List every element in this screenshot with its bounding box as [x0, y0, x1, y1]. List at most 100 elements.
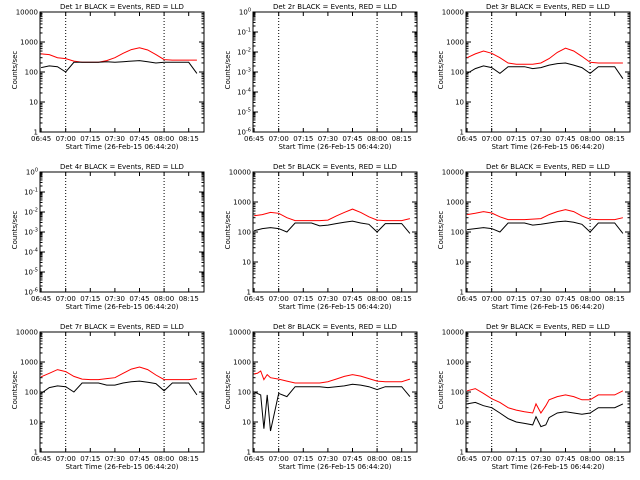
panel-plot: 06:45 07:00 07:15 07:30 07:45 08:00 08:15 1 10 10…: [229, 169, 418, 303]
x-tick-label: 07:30: [531, 455, 551, 463]
x-axis-label: Start Time (26-Feb-15 06:44:20): [491, 303, 605, 311]
y-tick-label: 10000: [16, 329, 38, 337]
panel-title: Det 5r BLACK = Events, RED = LLD: [273, 163, 397, 171]
series-lld-line: [41, 47, 197, 63]
x-tick-label: 06:45: [457, 135, 477, 143]
x-tick-label: 08:15: [179, 455, 199, 463]
x-tick-label: 06:45: [244, 295, 264, 303]
y-tick-label: 10000: [442, 329, 464, 337]
y-tick-label: 1000: [446, 39, 464, 47]
x-tick-label: 07:15: [293, 295, 313, 303]
detector-panel-4: Det 4r BLACK = Events, RED = LLD Start Ti…: [0, 160, 213, 320]
plot-frame: [252, 331, 418, 453]
y-tick-label: 1000: [233, 359, 251, 367]
panel-plot: 06:45 07:00 07:15 07:30 07:45 08:00 08:15 1 10 10…: [442, 169, 631, 303]
panel-title: Det 2r BLACK = Events, RED = LLD: [273, 3, 397, 11]
x-tick-label: 07:30: [105, 135, 125, 143]
detector-panel-9: Det 9r BLACK = Events, RED = LLD Start Ti…: [426, 320, 639, 480]
y-tick-label: 100: [238, 229, 251, 237]
y-tick-label: 1: [247, 449, 251, 457]
x-tick-label: 07:45: [555, 295, 575, 303]
y-tick-label: 1: [460, 449, 464, 457]
y-tick-label: 10-2: [237, 48, 251, 57]
x-tick-label: 08:00: [367, 135, 387, 143]
x-axis-label: Start Time (26-Feb-15 06:44:20): [278, 303, 392, 311]
series-lld-line: [466, 388, 624, 414]
x-tick-label: 07:00: [56, 455, 76, 463]
x-tick-label: 06:45: [31, 135, 51, 143]
panel-title: Det 7r BLACK = Events, RED = LLD: [60, 323, 184, 331]
y-tick-label: 100: [451, 389, 464, 397]
x-tick-label: 08:15: [605, 455, 625, 463]
panel-plot: 06:45 07:00 07:15 07:30 07:45 08:00 08:15 10-6 1…: [237, 8, 418, 143]
series-events-line: [466, 62, 624, 79]
y-tick-label: 100: [25, 389, 38, 397]
y-tick-label: 100: [26, 168, 38, 177]
y-tick-label: 10-3: [237, 68, 251, 77]
x-tick-label: 07:45: [555, 135, 575, 143]
x-tick-label: 07:30: [105, 455, 125, 463]
x-tick-label: 08:15: [392, 455, 412, 463]
x-tick-label: 07:30: [318, 455, 338, 463]
panel-plot: 06:45 07:00 07:15 07:30 07:45 08:00 08:15 10-6 1…: [24, 168, 205, 303]
x-tick-label: 07:15: [80, 455, 100, 463]
y-tick-label: 10: [29, 99, 38, 107]
y-tick-label: 10000: [16, 9, 38, 17]
x-tick-label: 07:00: [56, 295, 76, 303]
series-events-line: [467, 220, 624, 234]
y-tick-label: 10-4: [237, 88, 251, 97]
y-tick-label: 10-6: [237, 128, 251, 137]
plot-frame: [465, 11, 631, 133]
y-tick-label: 10-1: [237, 28, 251, 37]
y-tick-label: 1: [460, 129, 464, 137]
panel-title: Det 9r BLACK = Events, RED = LLD: [486, 323, 610, 331]
y-tick-label: 10000: [442, 9, 464, 17]
x-tick-label: 07:15: [80, 295, 100, 303]
x-axis-label: Start Time (26-Feb-15 06:44:20): [278, 143, 392, 151]
series-events-line: [467, 401, 624, 428]
panel-title: Det 4r BLACK = Events, RED = LLD: [60, 163, 184, 171]
series-events-line: [253, 220, 411, 234]
series-lld-line: [466, 47, 623, 65]
series-events-line: [40, 380, 198, 396]
x-tick-label: 07:45: [129, 455, 149, 463]
x-tick-label: 07:00: [482, 135, 502, 143]
x-tick-label: 07:45: [555, 455, 575, 463]
panel-plot: 06:45 07:00 07:15 07:30 07:45 08:00 08:15 1 10 10…: [16, 329, 205, 463]
y-tick-label: 10-5: [237, 108, 251, 117]
detector-panel-1: Det 1r BLACK = Events, RED = LLD Start Ti…: [0, 0, 213, 160]
x-tick-label: 08:15: [179, 295, 199, 303]
y-tick-label: 1: [460, 289, 464, 297]
x-tick-label: 08:15: [605, 135, 625, 143]
detector-panel-5: Det 5r BLACK = Events, RED = LLD Start Ti…: [213, 160, 426, 320]
x-tick-label: 08:00: [154, 455, 174, 463]
x-tick-label: 08:00: [367, 455, 387, 463]
y-tick-label: 10: [29, 419, 38, 427]
x-tick-label: 08:15: [179, 135, 199, 143]
y-tick-label: 10: [242, 419, 251, 427]
y-tick-label: 10: [455, 259, 464, 267]
x-tick-label: 07:15: [506, 295, 526, 303]
y-tick-label: 100: [451, 69, 464, 77]
x-tick-label: 08:15: [392, 135, 412, 143]
y-tick-label: 1: [34, 449, 38, 457]
y-tick-label: 100: [451, 229, 464, 237]
panel-plot: 06:45 07:00 07:15 07:30 07:45 08:00 08:15 1 10 10…: [442, 329, 631, 463]
y-tick-label: 10: [455, 419, 464, 427]
panel-title: Det 8r BLACK = Events, RED = LLD: [273, 323, 397, 331]
x-tick-label: 07:30: [531, 295, 551, 303]
plot-frame: [39, 11, 205, 133]
panel-title: Det 6r BLACK = Events, RED = LLD: [486, 163, 610, 171]
series-lld-line: [40, 366, 197, 381]
x-axis-label: Start Time (26-Feb-15 06:44:20): [491, 143, 605, 151]
y-tick-label: 10000: [229, 169, 251, 177]
panel-plot: 06:45 07:00 07:15 07:30 07:45 08:00 08:15 1 10 10…: [229, 329, 418, 463]
x-axis-label: Start Time (26-Feb-15 06:44:20): [491, 463, 605, 471]
x-tick-label: 08:00: [580, 295, 600, 303]
detector-panel-6: Det 6r BLACK = Events, RED = LLD Start Ti…: [426, 160, 639, 320]
y-tick-label: 10000: [229, 329, 251, 337]
x-tick-label: 07:15: [293, 455, 313, 463]
x-tick-label: 07:45: [342, 295, 362, 303]
y-tick-label: 100: [239, 8, 251, 17]
plot-frame: [39, 171, 205, 293]
